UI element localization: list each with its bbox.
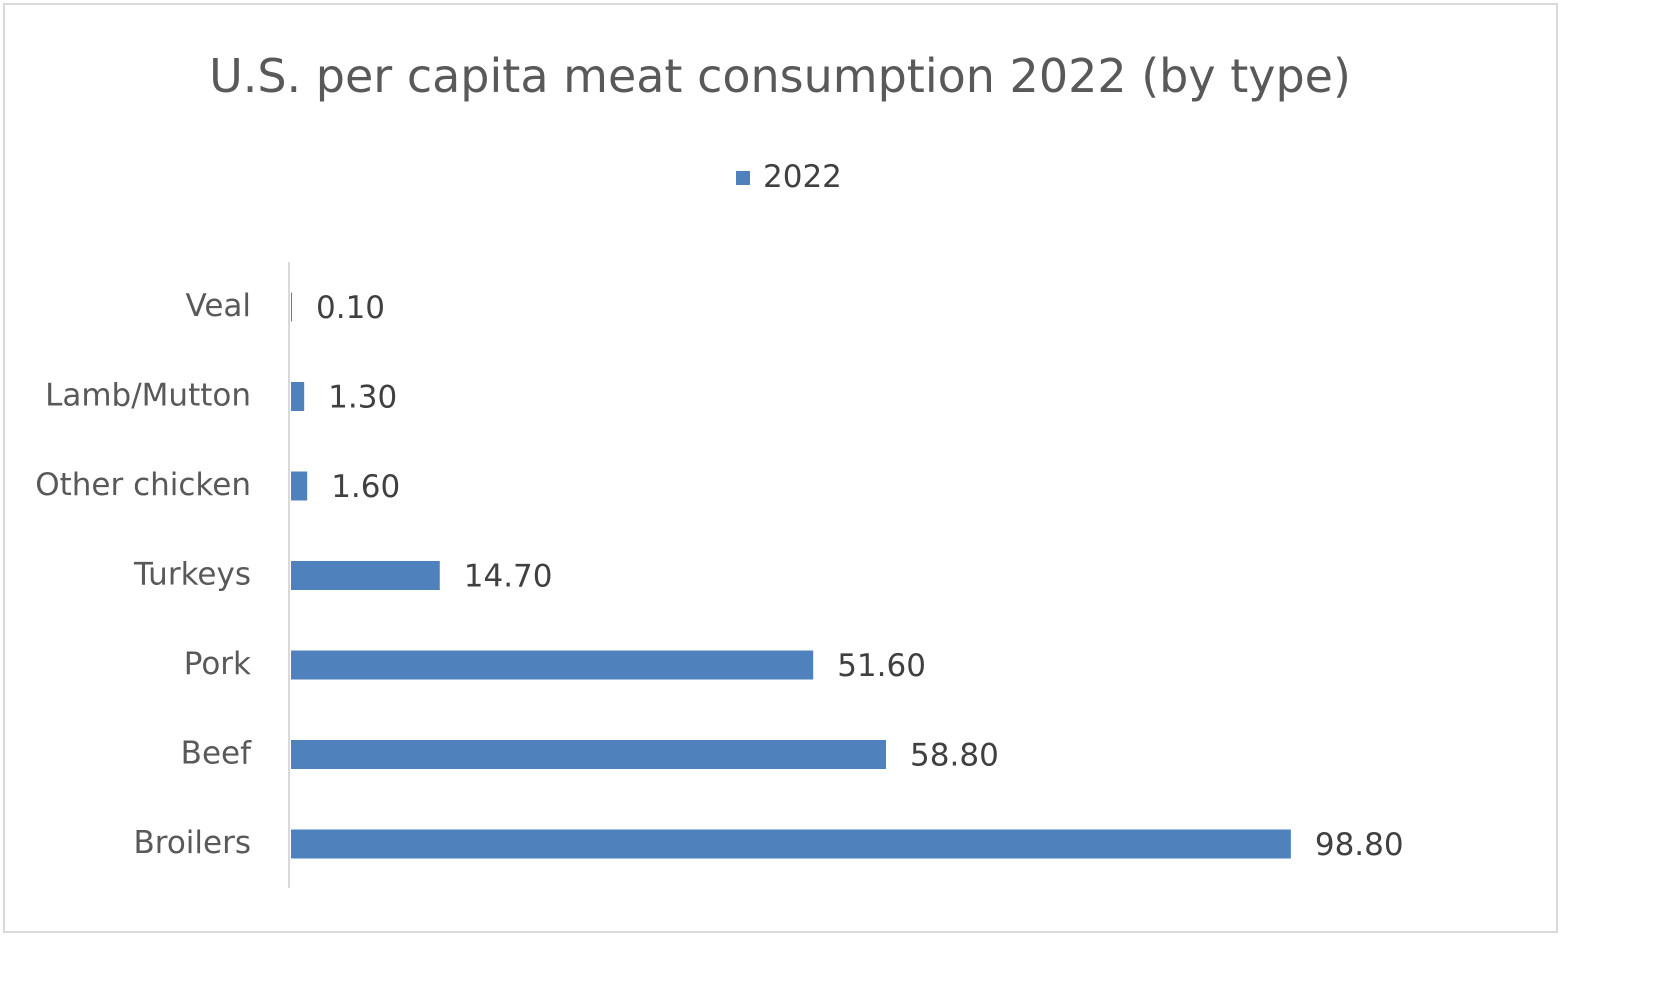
category-labels: Veal Lamb/Mutton Other chicken Turkeys Pork B… xyxy=(35,288,252,861)
data-labels: 0.10 1.30 1.60 14.70 51.60 58.80 98.80 xyxy=(316,290,1404,863)
data-label-beef: 58.80 xyxy=(910,738,999,774)
category-label-veal: Veal xyxy=(186,288,251,324)
category-label-turkeys: Turkeys xyxy=(133,557,251,593)
data-label-lamb-mutton: 1.30 xyxy=(328,380,397,416)
data-label-veal: 0.10 xyxy=(316,290,385,326)
category-label-broilers: Broilers xyxy=(134,825,252,861)
category-label-pork: Pork xyxy=(184,646,251,682)
legend: 2022 xyxy=(736,159,842,195)
category-label-lamb-mutton: Lamb/Mutton xyxy=(45,378,251,414)
chart-title: U.S. per capita meat consumption 2022 (b… xyxy=(209,49,1351,103)
legend-swatch-2022 xyxy=(736,171,750,185)
category-label-beef: Beef xyxy=(181,736,252,772)
bars-group xyxy=(291,292,1291,859)
data-label-pork: 51.60 xyxy=(837,648,926,684)
bar-veal xyxy=(291,292,293,322)
bar-lamb-mutton xyxy=(291,382,305,411)
bar-beef xyxy=(291,740,887,769)
bar-broilers xyxy=(291,829,1291,859)
data-label-turkeys: 14.70 xyxy=(464,559,553,595)
data-label-broilers: 98.80 xyxy=(1315,827,1404,863)
bar-other-chicken xyxy=(291,471,308,501)
data-label-other-chicken: 1.60 xyxy=(331,469,400,505)
bar-turkeys xyxy=(291,561,440,590)
bar-pork xyxy=(291,650,814,680)
chart-frame xyxy=(3,3,1558,933)
category-label-other-chicken: Other chicken xyxy=(35,467,251,503)
legend-label-2022: 2022 xyxy=(763,159,842,195)
